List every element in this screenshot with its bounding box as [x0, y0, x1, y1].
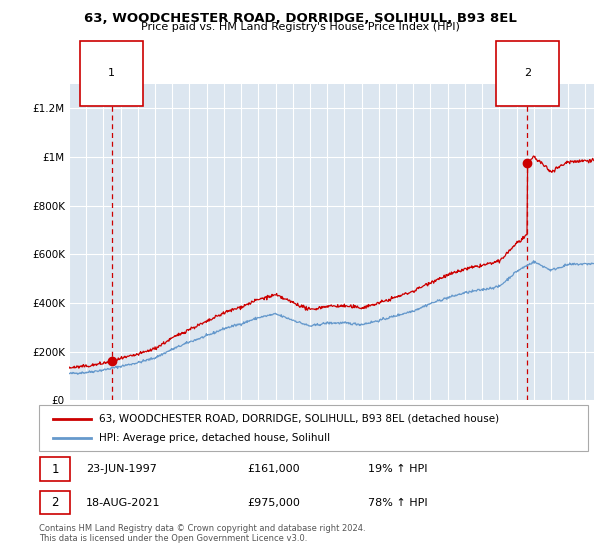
Bar: [40, 491, 70, 514]
Text: 1: 1: [108, 68, 115, 78]
Text: 63, WOODCHESTER ROAD, DORRIDGE, SOLIHULL, B93 8EL: 63, WOODCHESTER ROAD, DORRIDGE, SOLIHULL…: [83, 12, 517, 25]
Text: Contains HM Land Registry data © Crown copyright and database right 2024.: Contains HM Land Registry data © Crown c…: [39, 524, 365, 533]
Text: Price paid vs. HM Land Registry's House Price Index (HPI): Price paid vs. HM Land Registry's House …: [140, 22, 460, 32]
Text: 78% ↑ HPI: 78% ↑ HPI: [368, 497, 428, 507]
Text: This data is licensed under the Open Government Licence v3.0.: This data is licensed under the Open Gov…: [39, 534, 307, 543]
Text: £975,000: £975,000: [248, 497, 301, 507]
Text: 2: 2: [52, 496, 59, 509]
Text: 23-JUN-1997: 23-JUN-1997: [86, 464, 157, 474]
Text: HPI: Average price, detached house, Solihull: HPI: Average price, detached house, Soli…: [100, 433, 331, 443]
Text: 1: 1: [52, 463, 59, 475]
Text: 2: 2: [524, 68, 531, 78]
Text: 18-AUG-2021: 18-AUG-2021: [86, 497, 160, 507]
Text: 19% ↑ HPI: 19% ↑ HPI: [368, 464, 428, 474]
Text: 63, WOODCHESTER ROAD, DORRIDGE, SOLIHULL, B93 8EL (detached house): 63, WOODCHESTER ROAD, DORRIDGE, SOLIHULL…: [100, 414, 500, 424]
Bar: [40, 458, 70, 480]
Text: £161,000: £161,000: [248, 464, 300, 474]
